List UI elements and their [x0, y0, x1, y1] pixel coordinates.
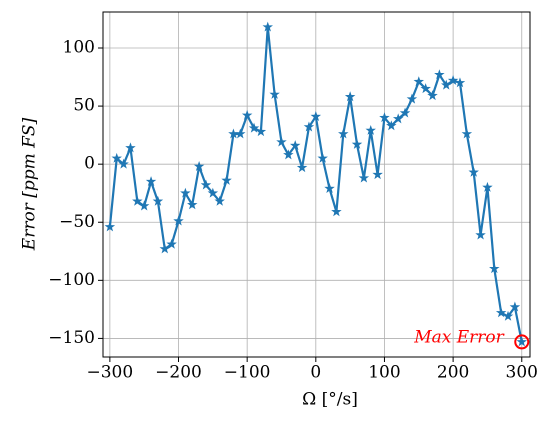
x-tick-label: −100	[224, 363, 271, 383]
x-axis-label: Ω [°/s]	[302, 390, 358, 410]
point-marker	[235, 128, 246, 139]
point-marker	[255, 126, 267, 137]
x-tick-label: 200	[437, 363, 469, 383]
point-marker	[379, 112, 390, 123]
point-marker	[454, 77, 466, 88]
point-marker	[111, 152, 122, 163]
point-marker	[386, 120, 397, 131]
point-marker	[516, 336, 527, 347]
point-marker	[207, 187, 219, 198]
point-marker	[344, 91, 356, 102]
point-marker	[200, 179, 212, 190]
point-marker	[166, 238, 177, 249]
point-marker	[489, 263, 500, 274]
point-marker	[482, 181, 493, 192]
x-tick-label: 300	[506, 363, 538, 383]
point-marker	[269, 88, 280, 99]
point-marker	[441, 79, 452, 90]
point-marker	[434, 69, 445, 80]
point-marker	[372, 169, 383, 180]
y-tick-label: −100	[48, 270, 95, 290]
point-marker	[406, 93, 418, 104]
point-marker	[104, 221, 116, 232]
y-axis-label: Error [ppm FS]	[20, 117, 40, 251]
point-marker	[241, 109, 253, 120]
y-tick-label: −50	[59, 212, 95, 232]
annotation-text: Max Error	[413, 327, 504, 347]
point-marker	[447, 75, 459, 85]
point-marker	[228, 128, 239, 139]
point-marker	[317, 152, 328, 163]
point-marker	[475, 229, 486, 240]
point-marker	[392, 113, 404, 124]
point-marker	[331, 206, 342, 217]
point-marker	[159, 243, 171, 254]
x-tick-label: −200	[155, 363, 202, 383]
point-marker	[509, 301, 521, 312]
point-marker	[420, 83, 431, 94]
max-error-circle	[514, 334, 530, 350]
point-marker	[303, 121, 315, 132]
y-tick-label: 100	[63, 38, 95, 58]
point-marker	[214, 195, 225, 206]
point-marker	[276, 136, 287, 147]
point-marker	[248, 122, 260, 133]
point-marker	[289, 140, 301, 151]
point-marker	[152, 195, 164, 206]
point-marker	[502, 310, 514, 321]
x-tick-label: 100	[368, 363, 400, 383]
point-marker	[193, 160, 205, 171]
y-tick-label: −150	[48, 328, 95, 348]
point-marker	[324, 183, 335, 194]
point-marker	[262, 21, 273, 32]
point-marker	[351, 138, 363, 149]
point-marker	[338, 128, 349, 139]
y-tick-label: 0	[84, 154, 95, 174]
point-marker	[310, 111, 322, 121]
point-marker	[461, 128, 473, 139]
point-marker	[187, 199, 198, 210]
point-marker	[118, 158, 129, 169]
point-marker	[296, 162, 308, 173]
point-marker	[132, 195, 143, 206]
point-marker	[180, 187, 191, 198]
point-marker	[495, 307, 507, 318]
point-marker	[365, 124, 376, 135]
plot-frame	[102, 11, 531, 358]
point-marker	[427, 90, 438, 101]
x-tick-label: −300	[87, 363, 134, 383]
point-marker	[221, 174, 232, 185]
point-marker	[145, 176, 157, 187]
y-tick-label: 50	[73, 96, 95, 116]
x-tick-label: 0	[310, 363, 321, 383]
point-marker	[138, 200, 150, 211]
point-marker	[173, 215, 184, 226]
point-marker	[358, 172, 370, 183]
point-marker	[413, 76, 425, 87]
point-marker	[468, 166, 479, 177]
point-marker	[283, 149, 294, 160]
point-marker	[125, 142, 136, 153]
point-marker	[399, 107, 411, 118]
